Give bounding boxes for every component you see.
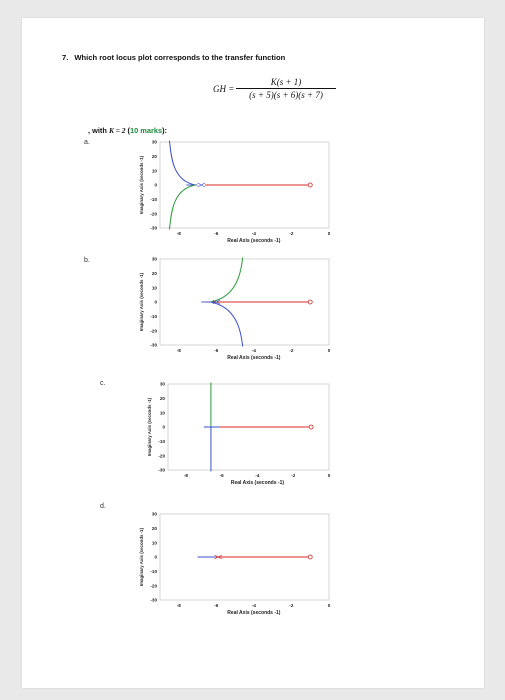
zero-marker	[307, 554, 313, 560]
gain-value: K = 2	[108, 126, 126, 135]
x-axis-label: Real Axis (seconds -1)	[227, 238, 281, 244]
option-b-label[interactable]: b.	[84, 257, 90, 264]
pole-marker	[214, 554, 223, 560]
y-tick-label: 0	[154, 300, 157, 305]
x-tick-label: -8	[177, 603, 182, 608]
zero-marker	[308, 424, 314, 430]
y-tick-label: -20	[158, 453, 165, 458]
x-tick-label: -2	[291, 473, 296, 478]
x-tick-label: 0	[328, 603, 331, 608]
pole-marker	[212, 299, 221, 305]
x-tick-label: -2	[289, 231, 294, 236]
x-axis-label: Real Axis (seconds -1)	[231, 480, 285, 486]
root-locus-plot-c[interactable]: -8 -6 -4 -2 0 30 20 10 0 -10 -20 -30 Real Axis (seco…	[126, 380, 333, 492]
y-tick-label: 10	[152, 540, 158, 545]
y-tick-label: -20	[150, 328, 157, 333]
x-tick-label: 0	[328, 231, 331, 236]
x-tick-label: -4	[255, 473, 260, 478]
y-tick-label: 10	[152, 285, 158, 290]
y-axis-label: Imaginary Axis (seconds -1)	[147, 397, 152, 456]
y-tick-label: 30	[152, 257, 158, 262]
marks-close: ):	[162, 126, 168, 135]
question-line: 7. Which root locus plot corresponds to t…	[62, 53, 285, 62]
x-tick-label: -8	[177, 348, 182, 353]
x-tick-label: 0	[328, 473, 331, 478]
y-tick-label: -20	[150, 211, 157, 216]
x-tick-label: -6	[220, 473, 225, 478]
question-number: 7.	[62, 53, 69, 62]
y-tick-label: -20	[150, 583, 157, 588]
y-axis-label: Imaginary Axis (seconds -1)	[139, 155, 144, 214]
marks-open: (	[125, 126, 131, 135]
option-c-label[interactable]: c.	[100, 380, 106, 387]
y-tick-label: 0	[154, 555, 157, 560]
y-tick-label: 10	[160, 410, 166, 415]
green-locus-branch	[168, 184, 196, 230]
y-axis-label: Imaginary Axis (seconds -1)	[139, 272, 144, 331]
x-tick-label: -4	[252, 603, 257, 608]
x-axis-label: Real Axis (seconds -1)	[227, 355, 281, 361]
x-tick-label: -8	[184, 473, 189, 478]
y-axis-label: Imaginary Axis (seconds -1)	[139, 527, 144, 586]
y-tick-label: 20	[152, 154, 158, 159]
x-tick-label: -6	[214, 231, 219, 236]
x-tick-label: -4	[252, 348, 257, 353]
y-tick-label: -30	[150, 598, 157, 603]
gain-line: , with K = 2 (10 marks):	[88, 126, 167, 135]
y-tick-label: 20	[152, 526, 158, 531]
y-tick-label: 30	[152, 140, 158, 145]
tf-numerator: K(s + 1)	[270, 77, 302, 87]
marks-text: 10 marks	[130, 126, 163, 135]
y-tick-label: 0	[154, 183, 157, 188]
pole-marker	[197, 182, 206, 188]
blue-locus-branch	[168, 140, 196, 186]
x-tick-label: 0	[328, 348, 331, 353]
y-tick-label: -10	[150, 197, 157, 202]
option-d-label[interactable]: d.	[100, 503, 106, 510]
y-tick-label: -10	[150, 314, 157, 319]
x-tick-label: -8	[177, 231, 182, 236]
root-locus-plot-b[interactable]: -8 -6 -4 -2 0 30 20 10 0 -10 -20 -30 Real Axis (seco…	[118, 255, 333, 367]
x-tick-label: -6	[214, 603, 219, 608]
green-locus-branch	[210, 257, 244, 303]
y-tick-label: 30	[160, 382, 166, 387]
y-tick-label: 10	[152, 168, 158, 173]
y-tick-label: -10	[150, 569, 157, 574]
x-axis-label: Real Axis (seconds -1)	[227, 610, 281, 616]
y-tick-label: 20	[160, 396, 166, 401]
x-tick-label: -4	[252, 231, 257, 236]
gain-prefix: , with	[88, 126, 109, 135]
x-tick-label: -2	[289, 348, 294, 353]
y-tick-label: -30	[158, 468, 165, 473]
blue-locus-branch	[210, 301, 244, 347]
y-tick-label: -30	[150, 226, 157, 231]
y-tick-label: -10	[158, 439, 165, 444]
y-tick-label: 0	[162, 425, 165, 430]
zero-marker	[307, 182, 313, 188]
y-tick-label: 20	[152, 271, 158, 276]
root-locus-plot-d[interactable]: -8 -6 -4 -2 0 30 20 10 0 -10 -20 -30 Real Axis (seco…	[118, 510, 333, 622]
option-a-label[interactable]: a.	[84, 139, 90, 146]
x-tick-label: -2	[289, 603, 294, 608]
root-locus-plot-a[interactable]: -8 -6 -4 -2 0 30 20 10 0 -10 -20 -30 Real Axis (seco…	[118, 138, 333, 250]
tf-fraction: K(s + 1) (s + 5)(s + 6)(s + 7)	[236, 77, 336, 100]
y-tick-label: -30	[150, 343, 157, 348]
x-tick-label: -6	[214, 348, 219, 353]
tf-denominator: (s + 5)(s + 6)(s + 7)	[249, 90, 323, 100]
question-text: Which root locus plot corresponds to the…	[74, 53, 286, 62]
tf-lhs: GH =	[213, 84, 235, 94]
zero-marker	[307, 299, 313, 305]
y-tick-label: 30	[152, 512, 158, 517]
fraction-bar	[236, 88, 336, 89]
